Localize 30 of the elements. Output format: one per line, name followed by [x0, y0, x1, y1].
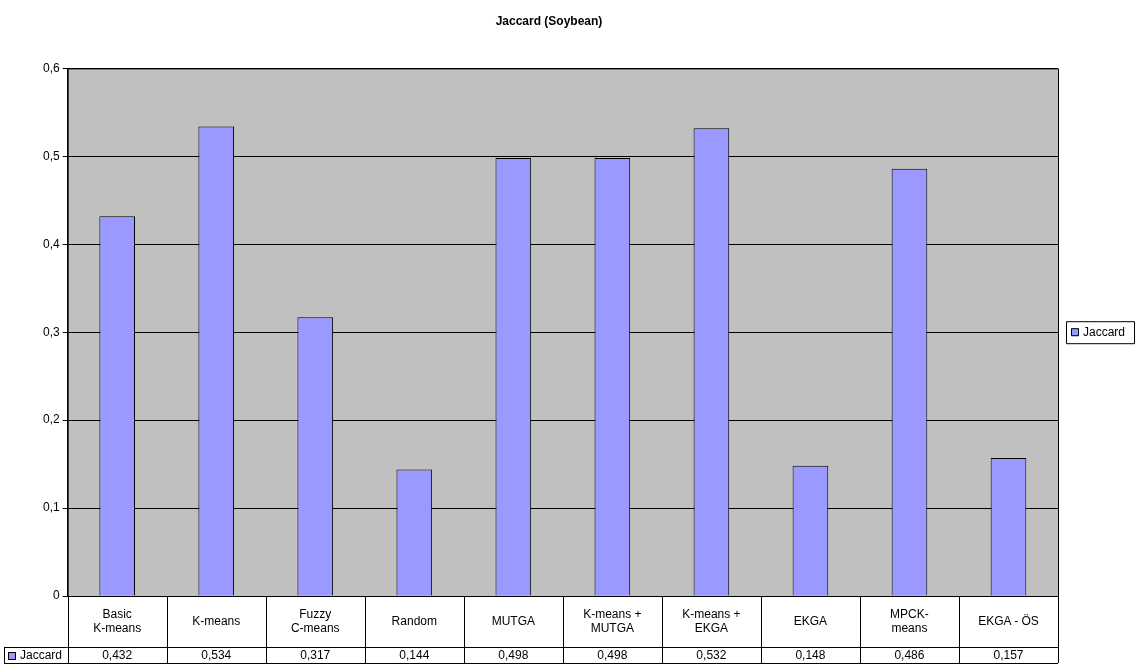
- x-tick-label: EKGA: [793, 613, 828, 628]
- x-tick-label: MPCK-means: [890, 606, 929, 635]
- y-tick-label: 0,3: [42, 324, 60, 339]
- x-tick-label: Basic K-means: [93, 606, 142, 635]
- x-tick-label: Random: [391, 613, 437, 628]
- y-tick-label: 0,2: [42, 412, 60, 427]
- x-tick-label: EKGA - ÖS: [978, 613, 1039, 628]
- data-label: 0,148: [795, 648, 826, 663]
- data-label: 0,498: [498, 648, 529, 663]
- data-label: 0,157: [993, 648, 1024, 663]
- data-label: 0,534: [201, 648, 232, 663]
- y-tick-label: 0,5: [42, 148, 60, 163]
- data-label: 0,498: [597, 648, 628, 663]
- legend-label: Jaccard: [1083, 324, 1126, 339]
- data-label: 0,317: [300, 648, 331, 663]
- y-tick-label: 0,6: [42, 60, 60, 75]
- x-tick-label: K-means: [192, 613, 241, 628]
- data-label: 0,532: [696, 648, 727, 663]
- y-tick-label: 0,1: [42, 500, 60, 515]
- x-tick-label: K-means + MUTGA: [583, 606, 642, 635]
- x-tick-label: K-means + EKGA: [682, 606, 741, 635]
- x-tick-label: MUTGA: [491, 613, 535, 628]
- text: Jaccard: [20, 648, 63, 663]
- y-tick-label: 0: [52, 588, 60, 603]
- data-label: 0,486: [894, 648, 925, 663]
- x-tick-label: Fuzzy C-means: [290, 606, 340, 635]
- chart-title: Jaccard (Soybean): [495, 13, 603, 28]
- y-tick-label: 0,4: [42, 236, 60, 251]
- data-label: 0,144: [399, 648, 430, 663]
- data-label: 0,432: [102, 648, 133, 663]
